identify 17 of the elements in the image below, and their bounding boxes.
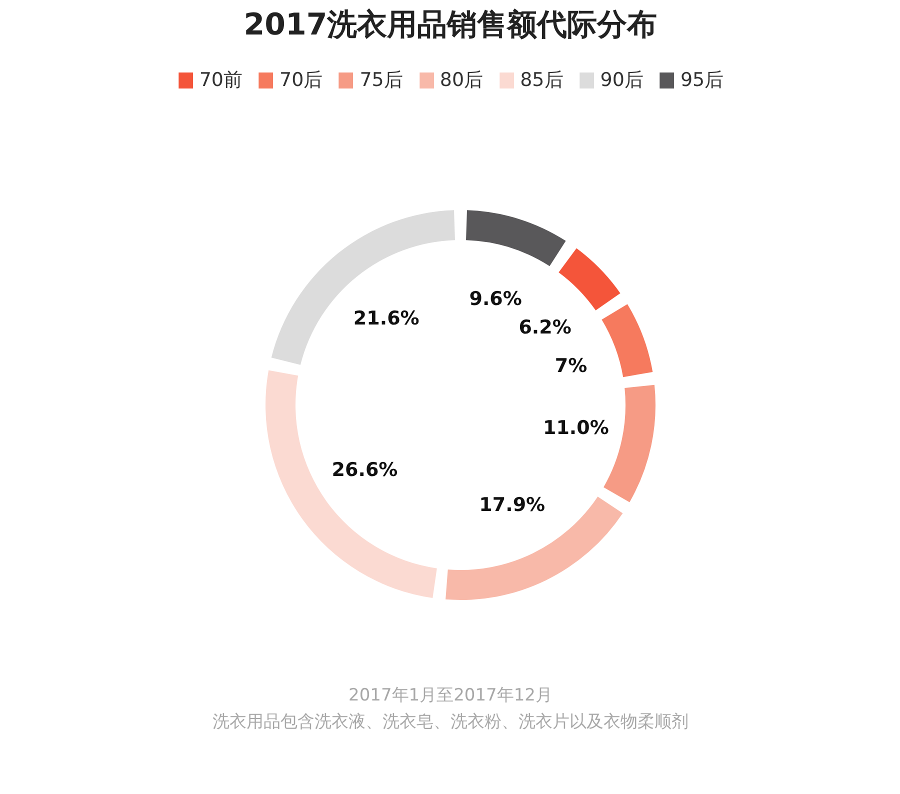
legend-label: 85后 xyxy=(520,68,564,93)
data-label: 17.9% xyxy=(479,494,546,516)
legend-label: 70前 xyxy=(199,68,243,93)
data-label: 6.2% xyxy=(518,316,572,339)
legend-label: 95后 xyxy=(680,68,724,93)
chart-title: 2017洗衣用品销售额代际分布 xyxy=(244,8,658,42)
data-label: 9.6% xyxy=(469,288,522,310)
text: 2017年1月至2017年12月 xyxy=(348,686,552,706)
data-label: 7% xyxy=(554,355,588,378)
text: 洗衣用品包含洗衣液、洗衣皂、洗衣粉、洗衣片以及衣物柔顺剂 xyxy=(212,712,688,732)
legend-label: 80后 xyxy=(440,68,484,93)
data-label: 11.0% xyxy=(542,417,609,440)
data-label: 26.6% xyxy=(332,458,398,481)
legend-label: 70后 xyxy=(280,68,323,93)
legend-label: 75后 xyxy=(360,68,403,93)
legend-label: 90后 xyxy=(600,68,644,93)
data-label: 21.6% xyxy=(353,308,420,330)
